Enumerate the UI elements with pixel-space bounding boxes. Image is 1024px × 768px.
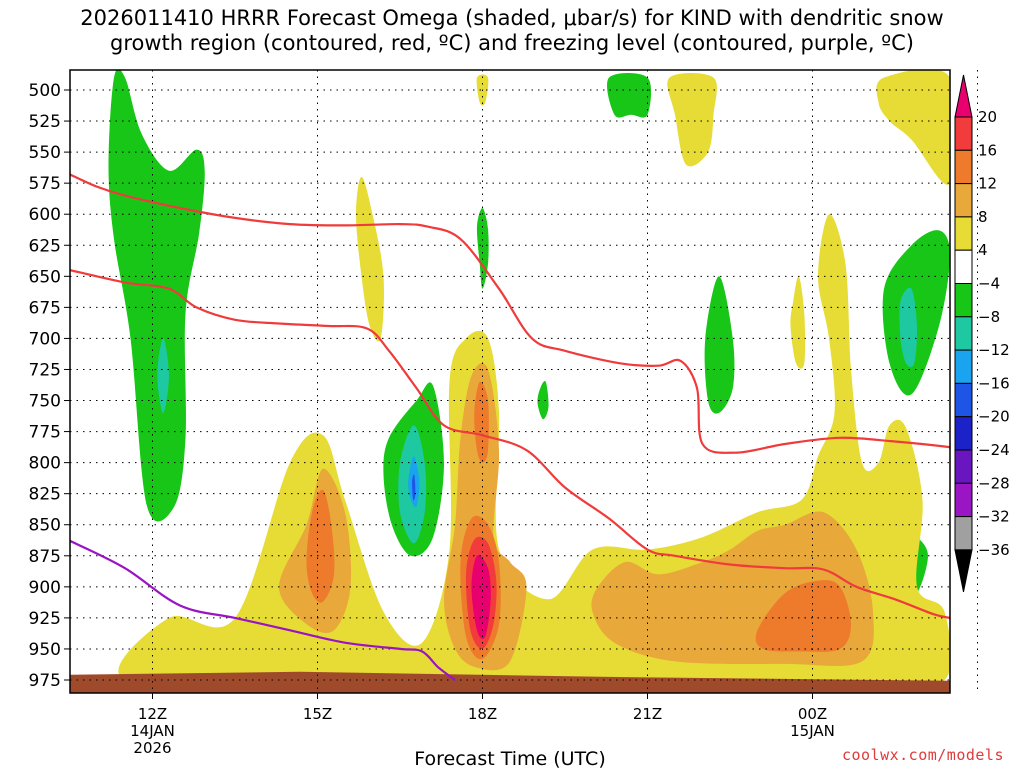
colorbar-bin-11	[954, 449, 973, 484]
y-tick-label-500: 500	[29, 81, 61, 101]
colorbar-bin-13	[954, 516, 973, 551]
x-axis-label: Forecast Time (UTC)	[414, 748, 605, 768]
y-tick-label-725: 725	[29, 360, 61, 380]
y-tick-label-975: 975	[29, 671, 61, 691]
plot-frame	[69, 69, 951, 694]
y-tick-label-775: 775	[29, 423, 61, 443]
colorbar-bin-2	[954, 149, 973, 185]
y-tick-label-950: 950	[29, 640, 61, 660]
temperature-contours	[70, 173, 950, 681]
omega-region-24	[474, 381, 489, 463]
y-tick-label-600: 600	[29, 205, 61, 225]
colorbar-label-10: −24	[978, 441, 1010, 459]
y-tick-label-650: 650	[29, 267, 61, 287]
colorbar-bin-1	[954, 116, 973, 151]
colorbar-bin-5	[954, 249, 973, 284]
omega-region-10	[899, 287, 918, 368]
y-tick-label-750: 750	[29, 392, 61, 412]
colorbar-label-4: 4	[978, 241, 988, 259]
x-tick-sublabel-00Z: 15JAN	[790, 722, 835, 740]
colorbar: 20 16 12 8 4 −4 −8 −12 −16 −20 −24 −28 −32 −36	[954, 74, 1010, 592]
colorbar-bin-10	[954, 416, 973, 451]
colorbar-label-5: −4	[978, 275, 1000, 293]
y-tick-label-525: 525	[29, 112, 61, 132]
omega-region-18	[876, 70, 950, 185]
x-tick-label-00Z: 00Z	[798, 705, 827, 723]
omega-region-8	[157, 338, 169, 414]
y-tick-label-925: 925	[29, 609, 61, 629]
omega-region-14	[356, 176, 384, 342]
omega-region-3	[537, 381, 549, 420]
x-tick-label-21Z: 21Z	[633, 705, 662, 723]
colorbar-top-arrow	[954, 74, 973, 118]
colorbar-label-0: 20	[978, 108, 997, 126]
omega-region-4	[607, 72, 652, 118]
y-tick-label-800: 800	[29, 454, 61, 474]
colorbar-label-13: −36	[978, 541, 1010, 559]
colorbar-label-1: 16	[978, 141, 997, 159]
y-tick-label-850: 850	[29, 516, 61, 536]
colorbar-label-9: −20	[978, 408, 1010, 426]
contour-1	[70, 269, 950, 619]
colorbar-label-3: 8	[978, 208, 988, 226]
colorbar-bottom-arrow	[954, 549, 973, 592]
x-tick-label-15Z: 15Z	[303, 705, 332, 723]
omega-region-5	[704, 276, 735, 414]
colorbar-bin-7	[954, 316, 973, 351]
y-tick-label-825: 825	[29, 485, 61, 505]
colorbar-bin-3	[954, 183, 973, 218]
omega-region-25	[755, 580, 851, 652]
y-tick-label-675: 675	[29, 298, 61, 318]
colorbar-bin-9	[954, 382, 973, 418]
pressure-axis: 500 525 550 575 600 625 650 675 700 725 750 775 800 8…	[29, 81, 70, 691]
omega-region-22	[306, 489, 335, 603]
y-tick-label-625: 625	[29, 236, 61, 256]
colorbar-bin-6	[954, 283, 973, 318]
colorbar-bin-12	[954, 482, 973, 518]
omega-region-16	[667, 72, 717, 167]
y-tick-label-575: 575	[29, 174, 61, 194]
colorbar-bin-4	[954, 216, 973, 251]
colorbar-label-11: −28	[978, 474, 1010, 492]
title-line-1: 2026011410 HRRR Forecast Omega (shaded, …	[80, 6, 944, 30]
y-tick-label-700: 700	[29, 329, 61, 349]
credit-text: coolwx.com/models	[841, 746, 1004, 764]
ground-fill	[70, 671, 950, 693]
colorbar-bin-8	[954, 349, 973, 384]
omega-shaded-regions	[108, 70, 950, 686]
x-tick-label-12Z: 12Z	[138, 705, 167, 723]
x-tick-label-18Z: 18Z	[468, 705, 497, 723]
colorbar-label-8: −16	[978, 374, 1010, 392]
y-tick-label-550: 550	[29, 143, 61, 163]
title-line-2: growth region (contoured, red, ºC) and f…	[110, 31, 914, 55]
omega-region-17	[790, 276, 806, 369]
contour-2	[70, 539, 456, 681]
y-tick-label-900: 900	[29, 578, 61, 598]
ground-layer	[70, 671, 950, 693]
colorbar-label-6: −8	[978, 308, 1000, 326]
y-tick-label-875: 875	[29, 547, 61, 567]
colorbar-label-2: 12	[978, 175, 997, 193]
contour-0	[70, 173, 950, 454]
x-tick-sublabel-12Z: 14JAN	[130, 722, 175, 740]
omega-region-0	[108, 70, 205, 522]
colorbar-label-12: −32	[978, 508, 1010, 526]
colorbar-label-7: −12	[978, 341, 1010, 359]
omega-region-6	[882, 230, 950, 396]
x-tick-sublabel2-12Z: 2026	[133, 739, 171, 757]
